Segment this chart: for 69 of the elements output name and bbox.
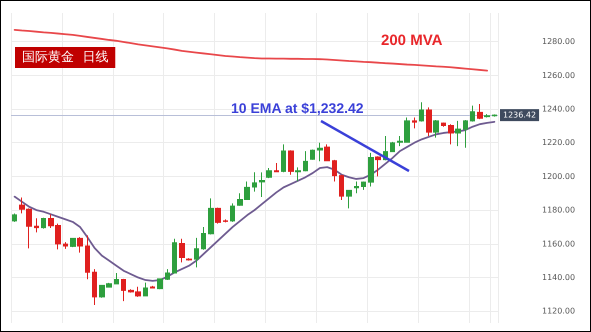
candlestick — [70, 237, 76, 248]
candlestick — [121, 278, 126, 302]
y-tick-label: 1120.00 — [542, 306, 576, 316]
candlestick — [419, 102, 424, 122]
candlestick — [332, 159, 337, 182]
y-tick-label: 1140.00 — [542, 273, 576, 282]
candlestick — [324, 144, 330, 162]
y-tick-label: 1280.00 — [542, 37, 576, 46]
candlestick — [477, 103, 483, 120]
candlestick — [492, 114, 497, 118]
candlestick — [361, 180, 366, 190]
candlestick — [223, 218, 228, 223]
candlestick — [12, 212, 17, 222]
candlestick — [266, 168, 272, 179]
candlestick — [186, 258, 192, 262]
candlestick — [339, 174, 344, 201]
candlestick — [463, 119, 468, 148]
candlestick — [274, 162, 279, 173]
candlestick — [143, 282, 148, 297]
candlestick — [354, 180, 359, 194]
y-tick-label: 1180.00 — [542, 206, 576, 215]
candlestick — [368, 152, 374, 188]
candlestick — [303, 150, 308, 172]
candlestick — [201, 226, 206, 250]
candlestick — [41, 217, 46, 230]
candlestick — [295, 166, 301, 182]
candlestick — [470, 105, 475, 122]
y-tick-label: 1260.00 — [542, 70, 576, 80]
candlestick — [215, 207, 221, 224]
candlestick — [92, 268, 97, 306]
candlestick — [252, 172, 257, 192]
candlestick — [165, 268, 170, 281]
candlestick — [433, 119, 439, 138]
candlestick — [317, 142, 323, 162]
candlestick — [85, 234, 90, 280]
y-tick-label: 1160.00 — [542, 239, 576, 248]
candlestick — [63, 242, 68, 250]
text: 国际黄金 日线 — [22, 50, 108, 65]
candlestick — [426, 106, 432, 136]
candlestick — [390, 141, 395, 152]
annotation: 10 EMA at $1,232.42 — [231, 100, 364, 116]
candlestick — [194, 237, 199, 268]
candlestick — [150, 285, 155, 289]
candlestick — [259, 172, 265, 198]
candlestick — [412, 116, 417, 129]
y-tick-label: 1200.00 — [542, 172, 576, 181]
candlestick — [281, 144, 286, 173]
line-series — [14, 28, 488, 72]
candlestick — [230, 202, 235, 222]
candlestick — [310, 148, 315, 160]
candlestick — [448, 124, 454, 145]
candlestick — [34, 218, 39, 233]
candlestick — [172, 238, 177, 274]
annotation: 200 MVA — [381, 32, 443, 49]
line-series — [14, 120, 496, 282]
candlestick — [77, 236, 83, 254]
candlestick — [455, 120, 461, 147]
candlestick — [208, 198, 214, 236]
candlestick — [375, 156, 381, 177]
candlestick — [484, 114, 490, 118]
y-tick-label: 1240.00 — [542, 104, 576, 114]
candlestick — [288, 150, 294, 176]
candlestick — [179, 238, 185, 263]
candlestick — [114, 272, 119, 285]
candlestick — [441, 122, 446, 128]
ref-line-label: 1236.42 — [503, 110, 536, 120]
candlestick — [346, 189, 352, 209]
candlestick — [157, 278, 163, 290]
y-tick-label: 1220.00 — [542, 138, 576, 148]
